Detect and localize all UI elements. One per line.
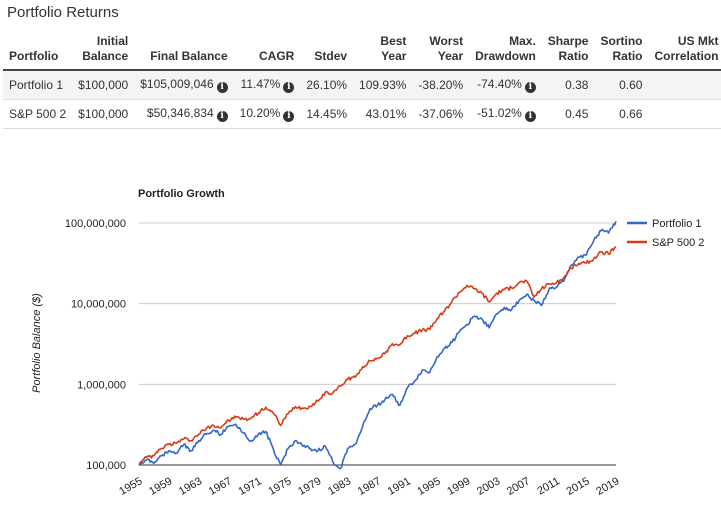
column-header-portfolio[interactable]: Portfolio <box>3 32 73 71</box>
portfolio-growth-chart: Portfolio Growth 100,000 1,000,000 10,000,… <box>0 180 721 522</box>
column-header-stdev[interactable]: Stdev <box>300 32 354 71</box>
info-circle-icon[interactable]: i <box>283 111 295 122</box>
gridlines <box>139 222 616 466</box>
legend-item-label[interactable]: S&P 500 2 <box>652 237 704 249</box>
cell-max-drawdown: -74.40% i <box>469 70 542 100</box>
info-circle-icon[interactable]: i <box>524 82 536 93</box>
cell-final-balance-value: $50,346,834 <box>146 106 214 120</box>
chart-title: Portfolio Growth <box>138 188 225 200</box>
x-tick-label: 1959 <box>147 475 174 498</box>
chart-legend[interactable]: Portfolio 1 S&P 500 2 <box>627 218 704 249</box>
cell-cagr: 10.20% i <box>233 99 301 129</box>
column-header-final-balance[interactable]: Final Balance <box>134 32 234 71</box>
info-circle-icon[interactable]: i <box>216 82 228 93</box>
info-circle-icon[interactable]: i <box>216 111 228 122</box>
x-tick-label: 1987 <box>356 475 383 498</box>
x-tick-label: 2003 <box>475 475 502 498</box>
x-tick-label: 1979 <box>296 475 323 498</box>
cell-us-mkt-correlation <box>648 70 721 100</box>
cell-sharpe-ratio: 0.38 <box>541 70 595 100</box>
cell-worst-year: -37.06% <box>412 99 470 129</box>
x-axis-ticks: 1955 1959 1963 1967 1971 1975 1979 1983 1987 1991… <box>117 475 621 498</box>
table-row-sp500-2: S&P 500 2 $100,000 $50,346,834 i 10.20% i … <box>3 99 721 129</box>
cell-final-balance: $50,346,834 i <box>134 99 234 129</box>
y-tick-label: 100,000,000 <box>65 218 126 230</box>
cell-stdev: 14.45% <box>300 99 354 129</box>
x-tick-label: 1991 <box>386 475 413 498</box>
y-tick-label: 100,000 <box>86 460 126 472</box>
cell-cagr-value: 10.20% <box>239 106 281 120</box>
portfolio-growth-svg: Portfolio Growth 100,000 1,000,000 10,000,… <box>31 188 704 498</box>
x-tick-label: 1971 <box>237 475 264 498</box>
x-tick-label: 1983 <box>326 475 353 498</box>
portfolio-returns-table: Portfolio Initial Balance Final Balance … <box>3 32 721 129</box>
x-tick-label: 1967 <box>207 475 234 498</box>
legend-item-label[interactable]: Portfolio 1 <box>652 218 702 230</box>
cell-sharpe-ratio: 0.45 <box>541 99 595 129</box>
x-tick-label: 2007 <box>505 475 532 498</box>
info-circle-icon[interactable]: i <box>524 111 536 122</box>
x-tick-label: 1999 <box>445 475 472 498</box>
cell-sortino-ratio: 0.60 <box>594 70 649 100</box>
column-header-best-year[interactable]: Best Year <box>353 32 413 71</box>
column-header-sharpe-ratio[interactable]: Sharpe Ratio <box>541 32 595 71</box>
table-header-row: Portfolio Initial Balance Final Balance … <box>3 32 721 71</box>
series-line-s-p-500-2 <box>138 246 617 466</box>
y-tick-label: 1,000,000 <box>77 379 126 391</box>
x-tick-label: 2019 <box>594 475 621 498</box>
cell-max-drawdown: -51.02% i <box>469 99 542 129</box>
x-tick-label: 2015 <box>564 475 591 498</box>
x-tick-label: 1963 <box>177 475 204 498</box>
cell-sortino-ratio: 0.66 <box>594 99 649 129</box>
cell-cagr: 11.47% i <box>233 70 301 100</box>
cell-max-drawdown-value: -51.02% <box>477 106 522 120</box>
x-tick-label: 1975 <box>266 475 293 498</box>
column-header-us-mkt-correlation[interactable]: US Mkt Correlation <box>648 32 721 71</box>
table-row-portfolio-1: Portfolio 1 $100,000 $105,009,046 i 11.47… <box>3 70 721 100</box>
cell-us-mkt-correlation <box>648 99 721 129</box>
column-header-cagr[interactable]: CAGR <box>233 32 301 71</box>
cell-stdev: 26.10% <box>300 70 354 100</box>
series-lines <box>138 221 617 470</box>
cell-portfolio-name: Portfolio 1 <box>3 70 73 100</box>
x-tick-label: 1955 <box>117 475 144 498</box>
info-circle-icon[interactable]: i <box>283 82 295 93</box>
column-header-worst-year[interactable]: Worst Year <box>412 32 470 71</box>
page-title: Portfolio Returns <box>7 4 119 21</box>
cell-final-balance: $105,009,046 i <box>134 70 234 100</box>
y-axis-label: Portfolio Balance ($) <box>31 293 43 393</box>
cell-final-balance-value: $105,009,046 <box>140 77 214 91</box>
column-header-sortino-ratio[interactable]: Sortino Ratio <box>594 32 649 71</box>
x-tick-label: 2011 <box>535 475 561 497</box>
cell-worst-year: -38.20% <box>412 70 470 100</box>
column-header-initial-balance[interactable]: Initial Balance <box>72 32 135 71</box>
x-tick-label: 1995 <box>415 475 442 498</box>
cell-best-year: 109.93% <box>353 70 413 100</box>
series-line-portfolio-1 <box>138 221 617 470</box>
column-header-max-drawdown[interactable]: Max. Drawdown <box>469 32 542 71</box>
cell-portfolio-name: S&P 500 2 <box>3 99 73 129</box>
cell-cagr-value: 11.47% <box>240 77 281 91</box>
cell-best-year: 43.01% <box>353 99 413 129</box>
y-axis-ticks: 100,000 1,000,000 10,000,000 100,000,000 <box>65 218 126 472</box>
cell-max-drawdown-value: -74.40% <box>477 77 522 91</box>
y-tick-label: 10,000,000 <box>71 299 126 311</box>
cell-initial-balance: $100,000 <box>72 99 135 129</box>
cell-initial-balance: $100,000 <box>72 70 135 100</box>
